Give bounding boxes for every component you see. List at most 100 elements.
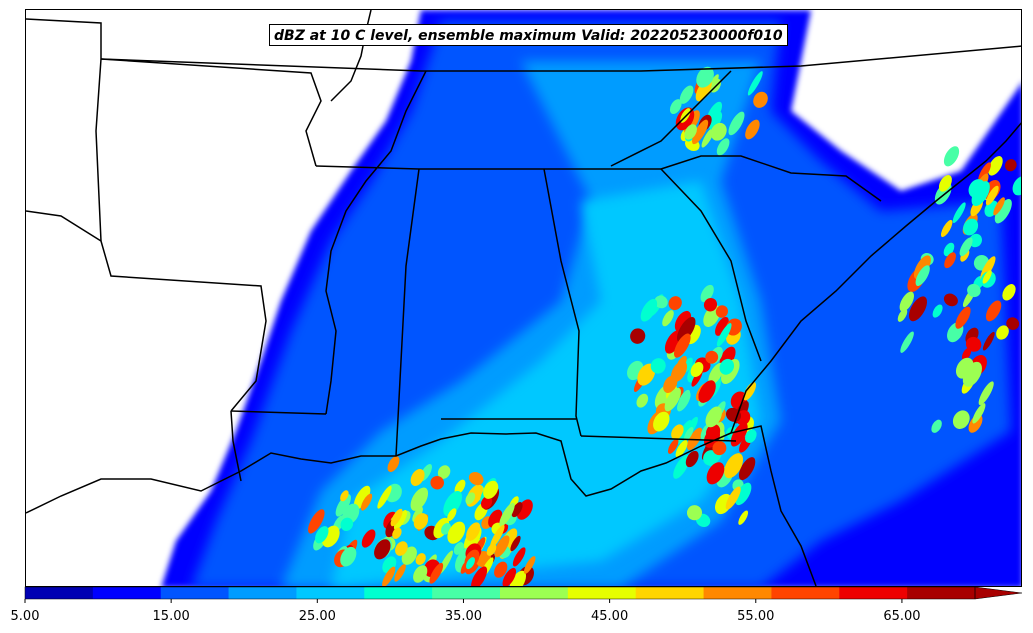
texas-louisiana-border xyxy=(230,410,242,482)
convective-cell xyxy=(703,297,718,312)
convective-cell xyxy=(908,296,928,322)
convective-cell xyxy=(636,393,649,408)
convective-cell xyxy=(483,480,499,499)
louisiana-north-border xyxy=(230,410,327,415)
convective-cell xyxy=(696,66,714,88)
convective-cell xyxy=(662,310,674,327)
convective-cell xyxy=(943,146,960,167)
convective-cell xyxy=(677,391,691,412)
convective-cell xyxy=(962,361,982,387)
convective-cell xyxy=(454,479,466,494)
convective-cell xyxy=(747,71,763,96)
convective-cell xyxy=(668,296,682,311)
colorbar-segment xyxy=(771,587,840,599)
convective-cell xyxy=(963,218,979,236)
convective-cell xyxy=(978,162,991,182)
convective-cell xyxy=(715,305,728,318)
convective-cell xyxy=(437,465,451,479)
convective-cell xyxy=(706,462,725,485)
convective-cell xyxy=(708,111,723,130)
convective-cell xyxy=(965,336,982,352)
convective-cell xyxy=(490,524,505,549)
convective-cell xyxy=(361,529,376,548)
colorbar-extend-arrow xyxy=(974,586,1023,600)
convective-cell xyxy=(700,284,714,303)
convective-cell xyxy=(684,124,697,140)
convective-cell xyxy=(669,99,682,115)
convective-cell xyxy=(899,291,915,312)
convective-cell xyxy=(698,389,711,402)
convective-cell xyxy=(716,323,732,347)
convective-cell xyxy=(705,350,719,364)
convective-cell xyxy=(738,510,749,525)
convective-cell xyxy=(410,487,429,511)
convective-cell xyxy=(710,122,727,141)
convective-cell xyxy=(955,306,971,329)
convective-cell xyxy=(915,265,930,287)
convective-cell xyxy=(340,546,357,567)
convective-cell xyxy=(523,556,536,574)
convective-cell xyxy=(735,482,752,506)
convective-cell xyxy=(512,547,526,567)
convective-cell xyxy=(712,441,727,456)
convective-cell xyxy=(959,237,973,257)
convective-cell xyxy=(952,410,970,429)
colorbar-tick-label: 35.00 xyxy=(444,609,483,624)
convective-cell xyxy=(985,185,999,206)
convective-cell xyxy=(1002,284,1016,301)
mississippi-river xyxy=(325,70,427,415)
convective-cell xyxy=(676,317,694,342)
alabama-georgia-border xyxy=(543,168,582,437)
convective-cell xyxy=(466,557,475,570)
convective-cell xyxy=(679,85,694,104)
mississippi-alabama-border xyxy=(395,168,420,457)
convective-cell xyxy=(913,255,931,280)
convective-cell xyxy=(499,502,515,527)
convective-cell xyxy=(1012,176,1021,196)
convective-cell xyxy=(940,219,953,238)
convective-cell xyxy=(410,469,425,486)
colorbar-tick-label: 55.00 xyxy=(737,609,775,624)
convective-cell xyxy=(715,316,729,336)
colorbar-segment xyxy=(296,587,365,599)
convective-cell xyxy=(413,565,428,583)
georgia-florida-border xyxy=(580,435,737,442)
convective-cell xyxy=(745,119,760,140)
state-borders xyxy=(26,10,1021,586)
convective-cell xyxy=(429,562,444,584)
colorbar-segment xyxy=(839,587,908,599)
convective-cell xyxy=(510,535,521,552)
convective-cell xyxy=(494,535,510,558)
convective-cell xyxy=(335,494,351,517)
colorbar xyxy=(24,586,1023,603)
convective-cell xyxy=(952,202,966,224)
tennessee-north-border xyxy=(421,45,1021,72)
colorbar-tick-label: 5.00 xyxy=(10,609,40,624)
convective-cell xyxy=(687,427,703,451)
reflectivity-field xyxy=(161,10,1021,586)
convective-cell xyxy=(466,522,481,541)
gulf-coastline xyxy=(26,432,732,514)
radar-map[interactable]: dBZ at 10 C level, ensemble maximum Vali… xyxy=(25,9,1022,587)
convective-cell xyxy=(502,567,517,586)
convective-cell xyxy=(353,485,371,510)
convective-cell xyxy=(725,407,742,422)
convective-cell xyxy=(494,561,508,578)
texas-arkansas-border xyxy=(100,240,267,412)
convective-cell xyxy=(1006,317,1020,330)
colorbar-segment xyxy=(228,587,297,599)
colorbar-segment xyxy=(92,587,162,599)
colorbar-segment xyxy=(160,587,230,599)
colorbar-segment xyxy=(635,587,705,599)
convective-cell xyxy=(993,197,1005,216)
convective-cell xyxy=(663,375,678,393)
tennessee-south-border xyxy=(315,165,661,170)
convective-cell xyxy=(982,331,995,351)
convective-cell xyxy=(725,486,741,510)
convective-cell xyxy=(982,270,992,284)
east-river xyxy=(330,10,372,102)
convective-cell xyxy=(430,475,444,490)
convective-cell xyxy=(703,450,718,466)
oklahoma-border xyxy=(26,18,102,242)
convective-cell xyxy=(671,424,684,440)
